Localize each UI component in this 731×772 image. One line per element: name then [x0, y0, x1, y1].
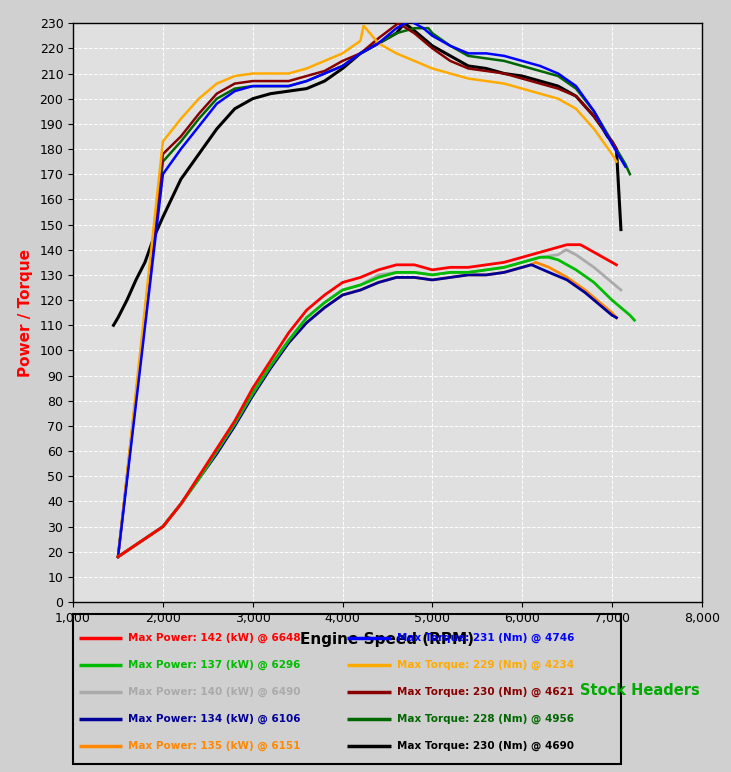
Y-axis label: Power / Torque: Power / Torque [18, 249, 33, 377]
Text: Max Torque: 229 (Nm) @ 4234: Max Torque: 229 (Nm) @ 4234 [396, 660, 574, 670]
Text: Max Power: 142 (kW) @ 6648: Max Power: 142 (kW) @ 6648 [128, 633, 300, 643]
Text: Max Power: 140 (kW) @ 6490: Max Power: 140 (kW) @ 6490 [128, 687, 300, 697]
Text: Max Power: 137 (kW) @ 6296: Max Power: 137 (kW) @ 6296 [128, 660, 300, 670]
Text: Max Power: 134 (kW) @ 6106: Max Power: 134 (kW) @ 6106 [128, 714, 300, 724]
Text: Max Power: 135 (kW) @ 6151: Max Power: 135 (kW) @ 6151 [128, 741, 300, 751]
Text: Max Torque: 230 (Nm) @ 4621: Max Torque: 230 (Nm) @ 4621 [396, 687, 574, 697]
X-axis label: Engine Speed (RPM): Engine Speed (RPM) [300, 631, 474, 647]
Text: Max Torque: 230 (Nm) @ 4690: Max Torque: 230 (Nm) @ 4690 [396, 741, 574, 751]
Text: Max Torque: 231 (Nm) @ 4746: Max Torque: 231 (Nm) @ 4746 [396, 633, 574, 643]
Text: Max Torque: 228 (Nm) @ 4956: Max Torque: 228 (Nm) @ 4956 [396, 714, 574, 724]
Text: Stock Headers: Stock Headers [580, 683, 700, 699]
